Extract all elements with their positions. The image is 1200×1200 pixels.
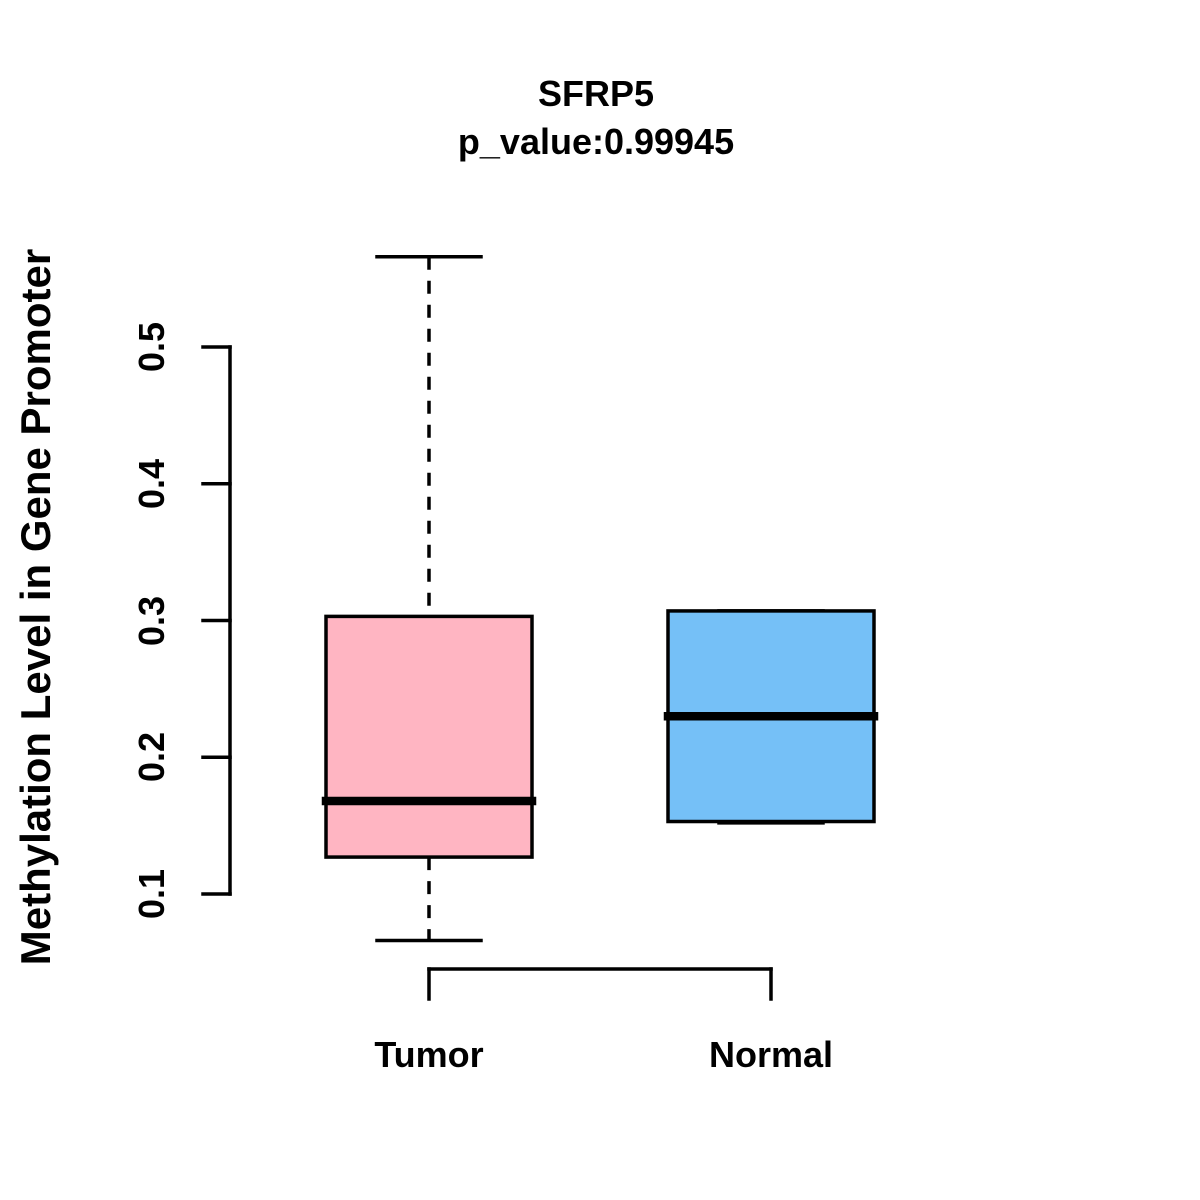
x-axis-label-tumor: Tumor xyxy=(374,1034,484,1075)
y-tick-label-0.4: 0.4 xyxy=(131,458,172,509)
title-block: SFRP5 p_value:0.99945 xyxy=(230,70,962,166)
y-axis-title: Methylation Level in Gene Promoter xyxy=(12,248,59,966)
y-tick-label-0.5: 0.5 xyxy=(131,321,172,373)
box-iqr-tumor xyxy=(324,614,534,859)
plot-title: SFRP5 xyxy=(537,73,655,114)
y-tick-label-0.3: 0.3 xyxy=(131,595,172,646)
y-tick-label-0.2: 0.2 xyxy=(131,732,172,783)
y-tick-label-0.1: 0.1 xyxy=(131,868,172,920)
plot-subtitle-pvalue: p_value:0.99945 xyxy=(457,121,735,162)
x-axis-label-normal: Normal xyxy=(708,1034,834,1075)
